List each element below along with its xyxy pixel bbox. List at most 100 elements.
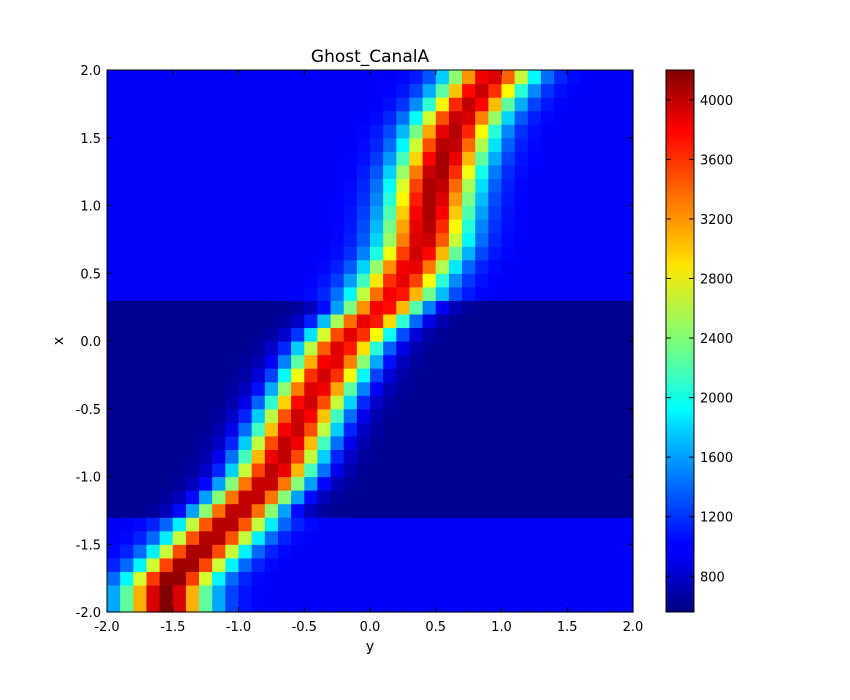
heatmap-cell — [488, 232, 503, 247]
y-tick-label: 2.0 — [80, 64, 101, 79]
heatmap-cell — [264, 300, 279, 315]
heatmap-cell — [317, 544, 332, 559]
heatmap-cell — [146, 110, 161, 125]
heatmap-cell — [501, 435, 516, 450]
heatmap-cell — [356, 530, 371, 545]
heatmap-cell — [146, 503, 161, 518]
heatmap-cell — [343, 327, 358, 342]
heatmap-cell — [120, 151, 134, 166]
heatmap-cell — [172, 124, 187, 139]
heatmap-cell — [238, 110, 253, 125]
heatmap-cell — [593, 246, 608, 261]
heatmap-cell — [330, 259, 345, 274]
heatmap-cell — [185, 313, 200, 329]
heatmap-cell — [146, 422, 161, 437]
heatmap-cell — [448, 259, 463, 274]
heatmap-cell — [317, 327, 332, 342]
heatmap-cell — [567, 259, 581, 274]
heatmap-cell — [317, 83, 332, 98]
heatmap-cell — [580, 422, 595, 437]
heatmap-cell — [159, 137, 174, 152]
heatmap-cell — [567, 313, 581, 329]
heatmap-cell — [567, 137, 581, 152]
heatmap-cell — [396, 422, 411, 437]
heatmap-cell — [172, 476, 187, 491]
heatmap-cell — [396, 178, 411, 193]
heatmap-cell — [304, 476, 318, 491]
heatmap-cell — [317, 381, 332, 396]
heatmap-cell — [435, 408, 450, 423]
heatmap-cell — [185, 205, 200, 220]
heatmap-cell — [185, 341, 200, 356]
heatmap-cell — [619, 205, 634, 220]
heatmap-cell — [448, 205, 463, 220]
heatmap-cell — [383, 110, 397, 125]
heatmap-cell — [448, 530, 463, 545]
heatmap-cell — [304, 408, 318, 423]
heatmap-cell — [107, 490, 121, 505]
heatmap-cell — [264, 70, 279, 85]
x-tick-label: -0.5 — [292, 620, 317, 635]
heatmap-cell — [435, 83, 450, 98]
heatmap-cell — [251, 313, 266, 329]
heatmap-cell — [107, 70, 121, 85]
heatmap-cell — [317, 110, 332, 125]
heatmap-cell — [291, 571, 305, 586]
heatmap-cell — [120, 584, 134, 600]
heatmap-cell — [527, 164, 542, 179]
heatmap-cell — [107, 598, 121, 613]
heatmap-cell — [475, 205, 489, 220]
heatmap-cell — [580, 449, 595, 464]
x-tick-label: 2.0 — [623, 620, 644, 635]
heatmap-cell — [514, 530, 529, 545]
heatmap-cell — [330, 476, 345, 491]
heatmap-cell — [554, 205, 568, 220]
heatmap-cell — [251, 517, 266, 532]
heatmap-cell — [580, 110, 595, 125]
heatmap-cell — [107, 517, 121, 532]
heatmap-cell — [462, 490, 476, 505]
heatmap-cell — [409, 259, 424, 274]
heatmap-cell — [396, 246, 411, 261]
heatmap-cell — [488, 124, 503, 139]
heatmap-cell — [107, 300, 121, 315]
heatmap-cell — [514, 435, 529, 450]
heatmap-cell — [343, 124, 358, 139]
heatmap-cell — [488, 598, 503, 613]
heatmap-cell — [185, 83, 200, 98]
heatmap-cell — [146, 341, 161, 356]
heatmap-cell — [120, 137, 134, 152]
heatmap-cell — [146, 557, 161, 572]
heatmap-cell — [383, 232, 397, 247]
heatmap-cell — [107, 327, 121, 342]
heatmap-cell — [396, 354, 411, 369]
heatmap-cell — [330, 381, 345, 396]
heatmap-cell — [514, 205, 529, 220]
heatmap-cell — [606, 476, 621, 491]
heatmap-cell — [435, 137, 450, 152]
heatmap-cell — [120, 191, 134, 207]
heatmap-cell — [370, 381, 384, 396]
heatmap-cell — [343, 544, 358, 559]
heatmap-cell — [422, 354, 437, 369]
heatmap-cell — [580, 164, 595, 179]
heatmap-cell — [343, 232, 358, 247]
heatmap-cell — [396, 327, 411, 342]
heatmap-cell — [238, 259, 253, 274]
heatmap-cell — [567, 300, 581, 315]
heatmap-cell — [435, 205, 450, 220]
heatmap-cell — [422, 449, 437, 464]
y-axis-ticks: -2.0-1.5-1.0-0.50.00.51.01.52.0 — [76, 64, 633, 621]
heatmap-cell — [185, 97, 200, 112]
heatmap-cell — [225, 408, 240, 423]
heatmap-cell — [133, 584, 148, 600]
heatmap-cell — [619, 164, 634, 179]
heatmap-cell — [435, 598, 450, 613]
heatmap-cell — [462, 124, 476, 139]
heatmap-cell — [514, 584, 529, 600]
heatmap-cell — [462, 517, 476, 532]
heatmap-cell — [514, 232, 529, 247]
heatmap-cell — [580, 259, 595, 274]
heatmap-cell — [172, 341, 187, 356]
